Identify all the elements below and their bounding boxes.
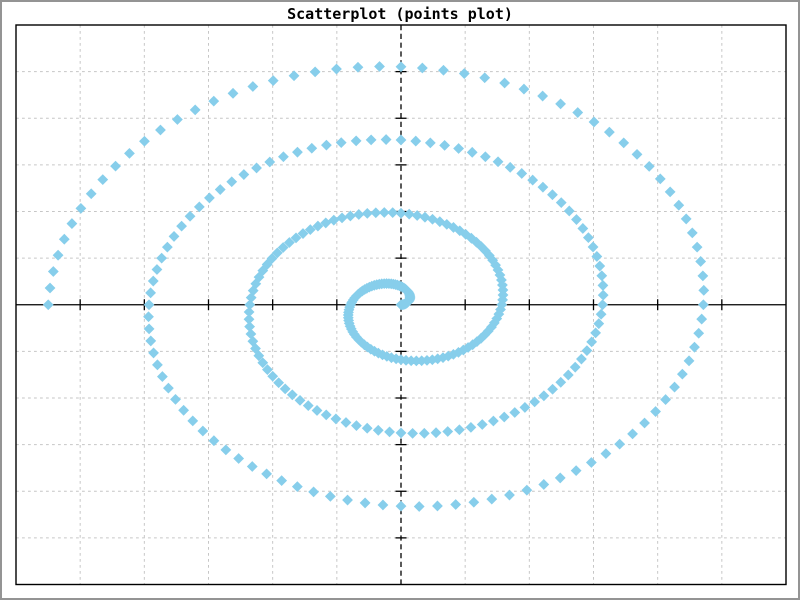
chart-title: Scatterplot (points plot) xyxy=(287,5,513,23)
plot-frame xyxy=(15,24,787,586)
chart-root xyxy=(15,24,787,586)
scatter-points-spiral-points xyxy=(42,61,710,512)
